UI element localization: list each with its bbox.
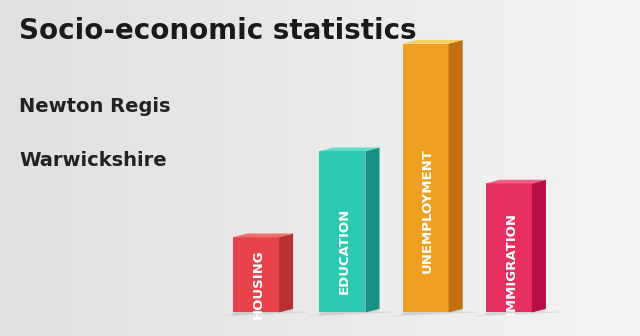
Polygon shape [279,234,293,312]
Polygon shape [221,311,308,317]
Polygon shape [225,312,304,315]
Polygon shape [486,180,546,183]
Polygon shape [233,237,279,312]
Text: UNEMPLOYMENT: UNEMPLOYMENT [421,148,434,273]
Polygon shape [403,44,449,312]
Polygon shape [486,309,546,315]
Polygon shape [486,183,532,312]
Polygon shape [532,180,546,312]
Polygon shape [449,40,463,312]
Polygon shape [399,312,470,314]
Polygon shape [316,312,387,314]
Polygon shape [319,151,365,312]
Polygon shape [312,312,390,315]
Polygon shape [229,312,300,314]
Polygon shape [319,148,380,151]
Polygon shape [365,148,380,312]
Polygon shape [391,311,477,317]
Polygon shape [482,312,553,314]
Polygon shape [478,312,557,315]
Polygon shape [395,312,474,315]
Text: EDUCATION: EDUCATION [338,208,351,294]
Text: IMMIGRATION: IMMIGRATION [504,212,517,315]
Polygon shape [319,309,380,315]
Text: Warwickshire: Warwickshire [19,151,167,170]
Polygon shape [403,309,463,315]
Text: Socio-economic statistics: Socio-economic statistics [19,17,417,45]
Polygon shape [308,311,394,317]
Text: HOUSING: HOUSING [252,249,264,319]
Polygon shape [403,40,463,44]
Text: Newton Regis: Newton Regis [19,97,171,117]
Polygon shape [474,311,561,317]
Polygon shape [233,234,293,237]
Polygon shape [233,309,293,315]
